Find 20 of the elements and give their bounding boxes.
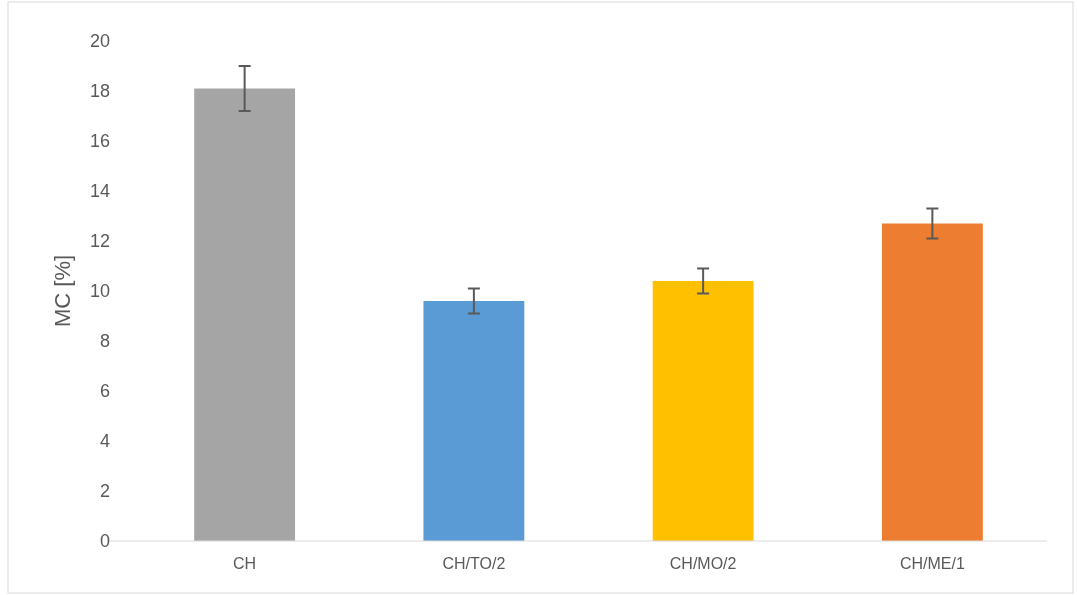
x-tick-label: CH/MO/2 [669, 555, 737, 572]
y-tick-label: 16 [89, 131, 110, 152]
bar [194, 88, 296, 541]
x-tick-label: CH/TO/2 [442, 555, 506, 572]
y-tick-label: 6 [99, 381, 110, 402]
y-tick-label: 0 [99, 531, 110, 552]
y-tick-label: 20 [89, 31, 110, 52]
y-tick-label: 8 [99, 331, 110, 352]
y-axis-title: MC [%] [50, 254, 75, 328]
y-tick-label: 4 [99, 431, 110, 452]
bar [652, 281, 754, 541]
bar [423, 301, 525, 541]
bar [881, 223, 983, 541]
y-tick-label: 10 [89, 281, 110, 302]
y-tick-label: 14 [89, 181, 110, 202]
y-tick-label: 18 [89, 81, 110, 102]
y-tick-label: 12 [89, 231, 110, 252]
y-tick-label: 2 [99, 481, 110, 502]
x-tick-label: CH [233, 555, 257, 572]
x-tick-label: CH/ME/1 [899, 555, 965, 572]
